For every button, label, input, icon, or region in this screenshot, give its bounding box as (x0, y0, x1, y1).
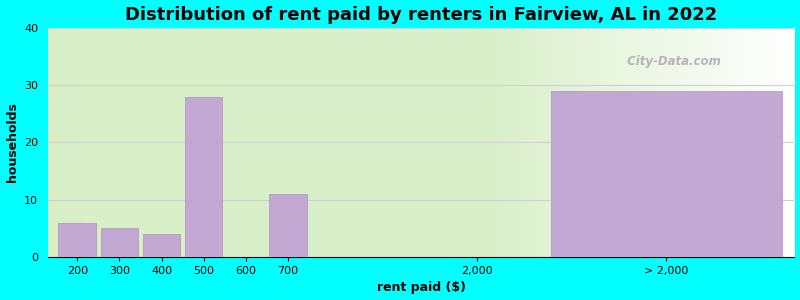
Y-axis label: households: households (6, 102, 18, 182)
Bar (550, 91, 782, 257)
Title: Distribution of rent paid by renters in Fairview, AL in 2022: Distribution of rent paid by renters in … (125, 6, 718, 24)
Text: City-Data.com: City-Data.com (622, 56, 721, 68)
X-axis label: rent paid ($): rent paid ($) (377, 281, 466, 294)
Bar (142, 234, 181, 257)
Bar (58, 223, 96, 257)
Bar (269, 194, 306, 257)
Bar (185, 97, 222, 257)
Bar (101, 228, 138, 257)
